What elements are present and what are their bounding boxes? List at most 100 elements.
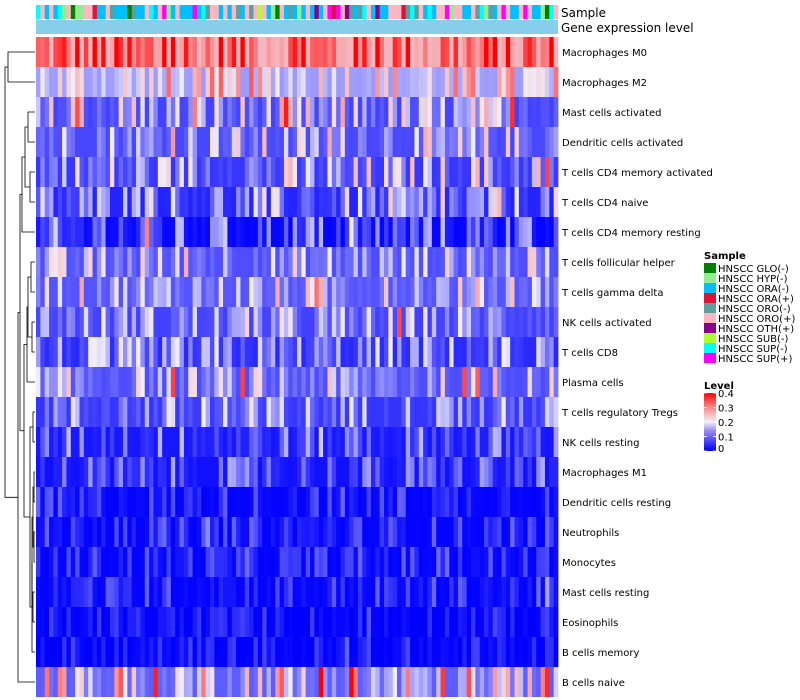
heatmap-cell [96,637,102,667]
heatmap-cell [214,457,220,487]
heatmap-cell [344,127,350,157]
heatmap-cell [379,517,385,547]
heatmap-cell [201,637,207,667]
heatmap-cell [262,187,267,217]
heatmap-cell [453,217,459,247]
sample-annotation-cell [318,5,324,19]
heatmap-cell [166,397,172,427]
heatmap-cell [62,217,67,247]
heatmap-cell [44,427,50,457]
heatmap-cell [370,97,376,127]
heatmap-cell [379,247,385,277]
heatmap-cell [510,517,515,547]
heatmap-cell [227,667,233,697]
heatmap-cell [218,457,224,487]
heatmap-cell [175,157,180,187]
heatmap-cell [397,427,402,457]
heatmap-cell [527,97,533,127]
heatmap-cell [218,607,224,637]
sample-annotation-cell [79,5,85,19]
heatmap-cell [166,337,172,367]
heatmap-cell [366,37,372,67]
heatmap-cell [423,277,428,307]
heatmap-cell [479,637,485,667]
heatmap-cell [514,337,520,367]
heatmap-cell [188,67,193,97]
heatmap-cell [88,127,93,157]
heatmap-cell [101,337,106,367]
heatmap-cell [118,457,124,487]
heatmap-cell [510,607,515,637]
heatmap-cell [331,427,337,457]
sample-legend-title: Sample [704,251,746,262]
heatmap-cell [505,607,511,637]
heatmap-cell [75,427,80,457]
heatmap-cell [379,157,385,187]
heatmap-cell [96,157,102,187]
heatmap-cell [144,547,150,577]
heatmap-cell [536,427,541,457]
heatmap-cell [375,367,381,397]
heatmap-cell [144,127,150,157]
heatmap-cell [288,397,294,427]
heatmap-cell [79,457,85,487]
heatmap-cell [397,307,402,337]
sample-annotation-cell [231,5,237,19]
heatmap-cell [518,187,524,217]
heatmap-cell [70,577,76,607]
heatmap-cell [36,517,41,547]
heatmap-cell [66,577,72,607]
heatmap-cell [205,517,211,547]
heatmap-cell [357,427,363,457]
heatmap-cell [440,247,446,277]
heatmap-cell [49,247,54,277]
heatmap-cell [349,637,354,667]
heatmap-cell [327,67,333,97]
heatmap-cell [340,367,346,397]
heatmap-cell [196,517,202,547]
heatmap-cell [318,187,324,217]
heatmap-cell [196,277,202,307]
sample-annotation-cell [53,5,59,19]
heatmap-cell [162,217,167,247]
heatmap-cell [88,187,93,217]
heatmap-cell [131,457,137,487]
heatmap-cell [292,607,298,637]
heatmap-cell [192,457,198,487]
heatmap-cell [344,397,350,427]
heatmap-cell [262,427,267,457]
heatmap-cell [96,667,102,697]
heatmap-cell [392,427,398,457]
heatmap-cell [257,187,263,217]
heatmap-cell [57,517,63,547]
heatmap-cell [162,607,167,637]
heatmap-cell [257,457,263,487]
heatmap-cell [544,667,550,697]
heatmap-cell [353,667,359,697]
heatmap-cell [249,457,254,487]
heatmap-cell [127,517,133,547]
heatmap-cell [162,397,167,427]
heatmap-cell [101,187,106,217]
heatmap-cell [131,67,137,97]
heatmap-cell [553,187,559,217]
heatmap-cell [127,457,133,487]
heatmap-cell [488,487,494,517]
heatmap-cell [366,487,372,517]
heatmap-cell [423,607,428,637]
heatmap-cell [397,217,402,247]
heatmap-cell [266,667,272,697]
sample-legend-label: HNSCC SUP(-) [718,344,788,355]
sample-legend-swatch [704,343,716,353]
heatmap-cell [266,637,272,667]
heatmap-cell [388,277,394,307]
heatmap-cell [205,367,211,397]
heatmap-cell [270,307,276,337]
heatmap-cell [527,607,533,637]
heatmap-cell [410,277,415,307]
heatmap-cell [362,217,367,247]
heatmap-cell [118,367,124,397]
heatmap-cell [388,577,394,607]
heatmap-cell [223,127,228,157]
heatmap-cell [414,667,420,697]
